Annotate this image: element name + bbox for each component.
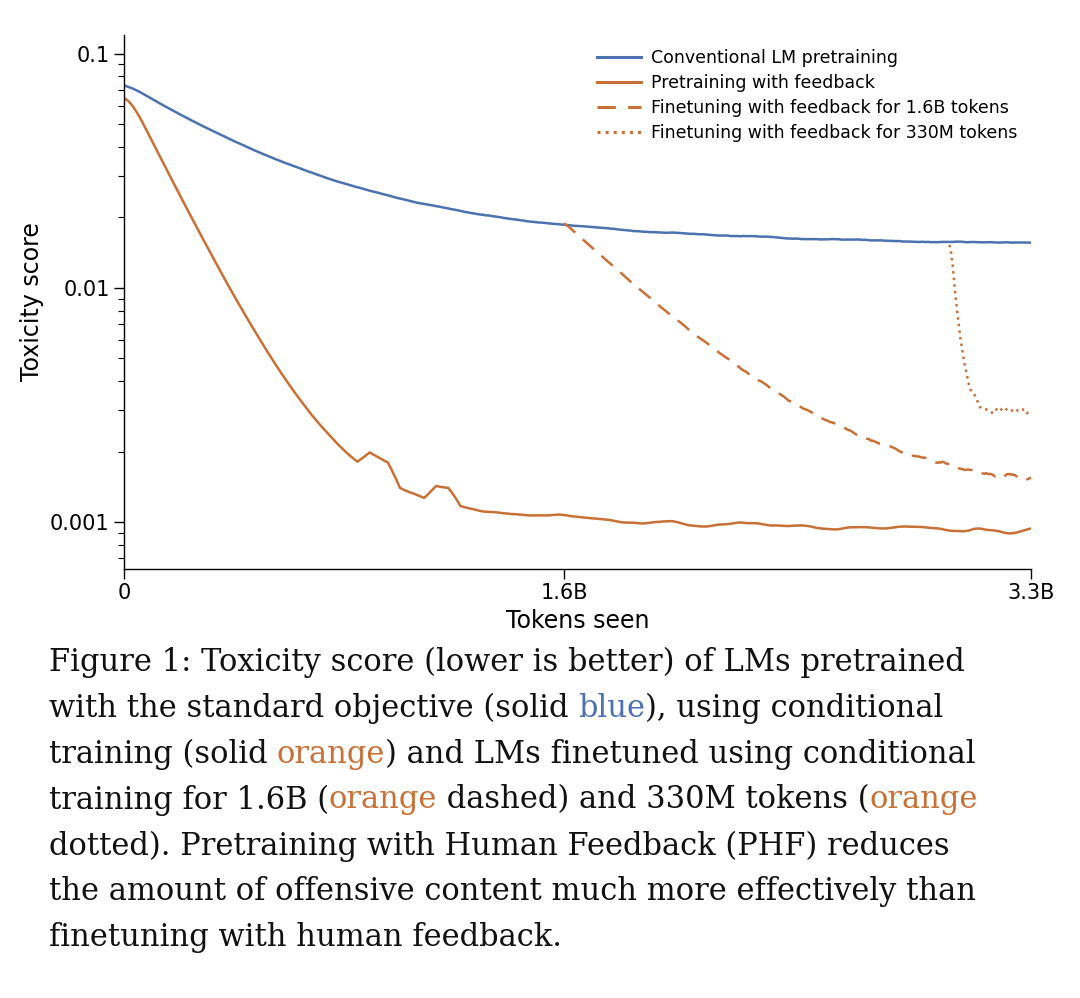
Text: dashed) and 330M tokens (: dashed) and 330M tokens ( xyxy=(437,784,869,815)
Conventional LM pretraining xyxy=(1007,237,1020,249)
Finetuning with feedback for 1.6B tokens xyxy=(610,263,623,275)
Text: finetuning with human feedback.: finetuning with human feedback. xyxy=(49,922,562,953)
Line: Finetuning with feedback for 1.6B tokens: Finetuning with feedback for 1.6B tokens xyxy=(564,224,1031,480)
Pretraining with feedback xyxy=(279,372,292,384)
Text: blue: blue xyxy=(578,693,645,724)
Finetuning with feedback for 1.6B tokens xyxy=(684,325,697,337)
Conventional LM pretraining xyxy=(528,217,541,229)
Finetuning with feedback for 330M tokens xyxy=(973,401,986,413)
Text: training for 1.6B (: training for 1.6B ( xyxy=(49,784,328,815)
Conventional LM pretraining xyxy=(652,227,665,239)
Line: Pretraining with feedback: Pretraining with feedback xyxy=(124,99,1031,533)
Conventional LM pretraining xyxy=(724,230,737,242)
Pretraining with feedback xyxy=(652,516,665,528)
Text: ), using conditional: ), using conditional xyxy=(645,693,943,724)
Finetuning with feedback for 1.6B tokens xyxy=(986,468,999,480)
Pretraining with feedback xyxy=(351,456,364,468)
Text: the amount of offensive content much more effectively than: the amount of offensive content much mor… xyxy=(49,876,975,907)
Text: with the standard objective (solid: with the standard objective (solid xyxy=(49,693,578,724)
Pretraining with feedback xyxy=(528,509,541,521)
Text: training (solid: training (solid xyxy=(49,739,276,769)
Text: orange: orange xyxy=(869,784,978,815)
Finetuning with feedback for 330M tokens xyxy=(963,380,976,392)
Legend: Conventional LM pretraining, Pretraining with feedback, Finetuning with feedback: Conventional LM pretraining, Pretraining… xyxy=(592,44,1023,147)
Text: orange: orange xyxy=(328,784,437,815)
Pretraining with feedback xyxy=(1003,527,1016,539)
Text: Figure 1: Toxicity score (lower is better) of LMs pretrained: Figure 1: Toxicity score (lower is bette… xyxy=(49,647,964,678)
Conventional LM pretraining xyxy=(1025,237,1038,249)
Finetuning with feedback for 1.6B tokens xyxy=(1025,472,1038,484)
Finetuning with feedback for 1.6B tokens xyxy=(1018,474,1031,486)
Conventional LM pretraining xyxy=(279,157,292,169)
Text: orange: orange xyxy=(276,739,386,769)
Line: Finetuning with feedback for 330M tokens: Finetuning with feedback for 330M tokens xyxy=(949,245,1031,413)
Finetuning with feedback for 330M tokens xyxy=(958,359,971,371)
Pretraining with feedback xyxy=(724,518,737,530)
Y-axis label: Toxicity score: Toxicity score xyxy=(21,223,44,381)
Finetuning with feedback for 1.6B tokens xyxy=(780,392,793,404)
Conventional LM pretraining xyxy=(351,182,364,194)
Pretraining with feedback xyxy=(1025,522,1038,534)
Finetuning with feedback for 330M tokens xyxy=(943,239,956,250)
Finetuning with feedback for 1.6B tokens xyxy=(557,218,570,230)
Finetuning with feedback for 330M tokens xyxy=(1017,404,1030,416)
Pretraining with feedback xyxy=(800,520,813,532)
Conventional LM pretraining xyxy=(800,234,813,246)
Finetuning with feedback for 330M tokens xyxy=(1024,405,1037,417)
Pretraining with feedback xyxy=(118,93,131,105)
X-axis label: Tokens seen: Tokens seen xyxy=(507,609,649,633)
Finetuning with feedback for 330M tokens xyxy=(987,407,1000,419)
Text: dotted). Pretraining with Human Feedback (PHF) reduces: dotted). Pretraining with Human Feedback… xyxy=(49,830,949,861)
Conventional LM pretraining xyxy=(118,80,131,92)
Finetuning with feedback for 330M tokens xyxy=(1025,404,1038,416)
Finetuning with feedback for 1.6B tokens xyxy=(704,340,717,352)
Text: ) and LMs finetuned using conditional: ) and LMs finetuned using conditional xyxy=(386,739,976,769)
Line: Conventional LM pretraining: Conventional LM pretraining xyxy=(124,86,1031,243)
Finetuning with feedback for 1.6B tokens xyxy=(760,379,773,391)
Finetuning with feedback for 330M tokens xyxy=(953,318,966,330)
